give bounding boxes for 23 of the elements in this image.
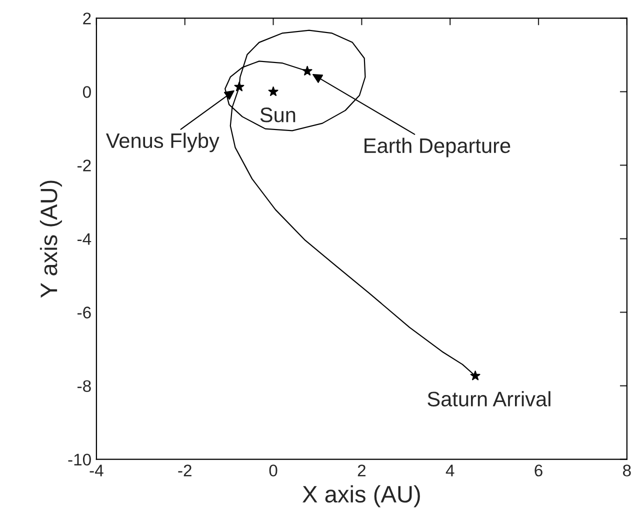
y-axis-title: Y axis (AU) [40, 180, 62, 298]
annotation: Earth Departure [364, 138, 510, 158]
x-tick-label: 4 [446, 464, 454, 476]
point [470, 370, 480, 380]
x-tick-label: 6 [534, 464, 542, 476]
y-tick-label: -2 [78, 160, 91, 172]
x-tick-label: 8 [623, 464, 631, 476]
x-tick-label: 2 [358, 464, 366, 476]
annotation: Venus Flyby [106, 132, 220, 152]
y-tick-label: -4 [78, 233, 92, 245]
x-axis-title: X axis (AU) [302, 485, 420, 508]
y-tick-label: 2 [83, 12, 91, 24]
annotation: Saturn Arrival [428, 391, 550, 406]
point [302, 66, 312, 76]
y-tick-label: -10 [68, 454, 91, 466]
point [268, 86, 278, 96]
annotation: Sun [260, 108, 296, 122]
y-tick-label: -6 [78, 306, 91, 318]
x-tick-label: 0 [269, 464, 278, 476]
y-tick-label: -8 [78, 380, 91, 392]
x-tick-label: -2 [178, 464, 192, 476]
y-tick-label: 0 [82, 86, 91, 98]
point [234, 82, 244, 92]
